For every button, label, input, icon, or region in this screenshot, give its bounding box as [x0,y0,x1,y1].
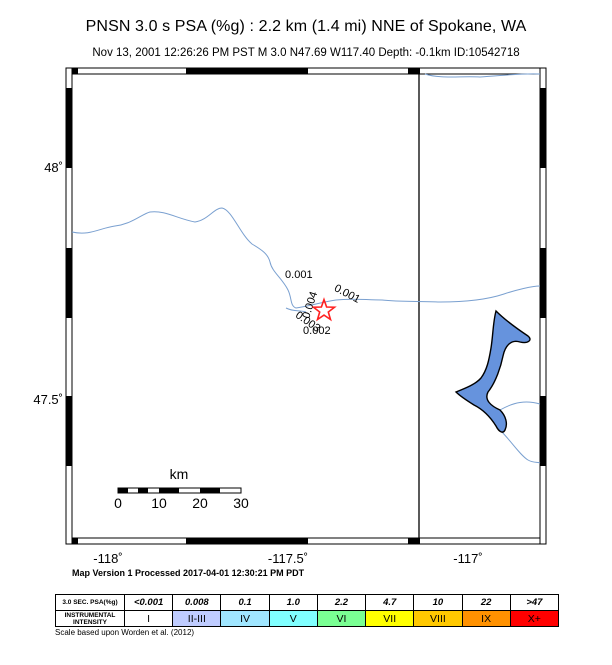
event-info: Nov 13, 2001 12:26:26 PM PST M 3.0 N47.6… [92,47,520,59]
rivers [71,73,541,464]
legend-psa-value: 0.008 [172,594,222,611]
scale-bar-unit: km [170,466,189,482]
lake [454,309,531,433]
river-northeast [424,73,541,78]
legend-intensity-cell: V [268,610,318,627]
scale-bar-tick-label: 0 [114,495,122,511]
scale-note: Scale based upon Worden et al. (2012) [55,628,195,637]
legend-intensity-cell: II-III [172,610,222,627]
legend-intensity-cell: IV [220,610,270,627]
legend-intensity-cell: X+ [509,610,560,627]
scale-bar-tick-label: 10 [151,495,167,511]
map-title: PNSN 3.0 s PSA (%g) : 2.2 km (1.4 mi) NN… [85,18,527,35]
legend-intensity-header: INSTRUMENTAL INTENSITY [55,610,125,627]
legend-psa-value: 1.0 [268,594,318,611]
legend-intensity-cell: VI [316,610,367,627]
legend-psa-header: 3.0 SEC. PSA(%g) [55,594,125,611]
legend-intensity-cell: VIII [413,610,463,627]
river-south [499,429,541,464]
epicenter-star-icon [311,297,337,322]
lat-tick-label: 47.5˚ [33,392,63,407]
legend-intensity-row: INSTRUMENTAL INTENSITY I II-III IV V VI … [55,610,560,627]
legend-intensity-cell: IX [461,610,511,627]
legend-psa-value: 2.2 [316,594,367,611]
lon-tick-label: -118˚ [93,551,122,566]
legend-psa-value: >47 [509,594,560,611]
map-frame [65,67,547,545]
scale-bar-tick-label: 30 [233,495,249,511]
river-branch [285,307,307,313]
contour-label: 0.001 [285,269,313,281]
lat-tick-label: 48˚ [44,160,63,175]
scale-bar-tick-label: 20 [192,495,208,511]
legend-psa-value: 10 [413,594,463,611]
spokane-river [71,207,541,309]
legend-psa-value: <0.001 [123,594,174,611]
legend-intensity-cell: VII [365,610,415,627]
intensity-legend: 3.0 SEC. PSA(%g) <0.001 0.008 0.1 1.0 2.… [55,594,560,627]
scale-bar: km 0 10 20 30 [114,466,249,511]
processed-note: Map Version 1 Processed 2017-04-01 12:30… [72,568,305,578]
legend-psa-value: 4.7 [365,594,415,611]
legend-intensity-cell: I [123,610,174,627]
legend-psa-value: 22 [461,594,511,611]
lon-tick-label: -117˚ [453,551,482,566]
contour-label: 0.002 [303,325,331,337]
lon-tick-label: -117.5˚ [268,551,308,566]
river-southeast [499,401,541,411]
legend-psa-value: 0.1 [220,594,270,611]
legend-psa-row: 3.0 SEC. PSA(%g) <0.001 0.008 0.1 1.0 2.… [55,594,560,611]
